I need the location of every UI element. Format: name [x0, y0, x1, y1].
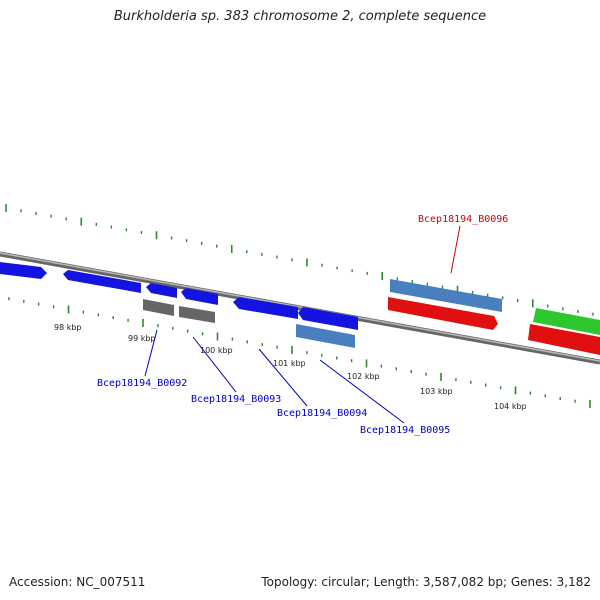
scale-label: 103 kbp — [420, 387, 453, 396]
scale-label: 100 kbp — [200, 346, 233, 355]
gene-arrow[interactable] — [181, 288, 218, 305]
inner-scale-ticks — [8, 297, 591, 408]
gene-arrow[interactable] — [298, 307, 358, 330]
scale-label: 99 kbp — [128, 334, 156, 343]
other-gene[interactable] — [533, 308, 600, 335]
gene-arrow[interactable] — [63, 270, 141, 293]
pseudo-gene[interactable] — [179, 306, 215, 323]
gene-label[interactable]: Bcep18194_B0096 — [418, 214, 508, 225]
gene-arrow[interactable] — [0, 262, 47, 279]
label-leader — [319, 359, 405, 424]
rna-gene[interactable] — [390, 279, 502, 312]
label-leader — [258, 348, 308, 407]
pseudo-gene[interactable] — [143, 299, 174, 316]
rna-gene[interactable] — [296, 324, 355, 348]
scale-label: 98 kbp — [54, 323, 82, 332]
map-title: Burkholderia sp. 383 chromosome 2, compl… — [113, 9, 487, 24]
gene-label[interactable]: Bcep18194_B0093 — [191, 394, 281, 405]
sequence-backbone-highlight — [0, 252, 600, 362]
sequence-backbone — [0, 251, 600, 365]
scale-label: 101 kbp — [273, 359, 306, 368]
gene-label[interactable]: Bcep18194_B0095 — [360, 425, 450, 436]
scale-label: 104 kbp — [494, 402, 527, 411]
gene-arrow[interactable] — [233, 297, 298, 319]
highlight-gene[interactable] — [388, 297, 498, 330]
label-leader — [144, 329, 158, 377]
label-leader — [192, 336, 237, 393]
scale-label: 102 kbp — [347, 372, 380, 381]
gene-label[interactable]: Bcep18194_B0094 — [277, 408, 367, 419]
label-leader — [450, 225, 461, 274]
gene-arrow[interactable] — [146, 283, 177, 298]
genome-summary: Topology: circular; Length: 3,587,082 bp… — [261, 575, 591, 589]
outer-scale-ticks — [5, 204, 594, 316]
gene-label[interactable]: Bcep18194_B0092 — [97, 378, 187, 389]
highlight-gene[interactable] — [528, 324, 600, 355]
accession-text: Accession: NC_007511 — [9, 575, 146, 589]
